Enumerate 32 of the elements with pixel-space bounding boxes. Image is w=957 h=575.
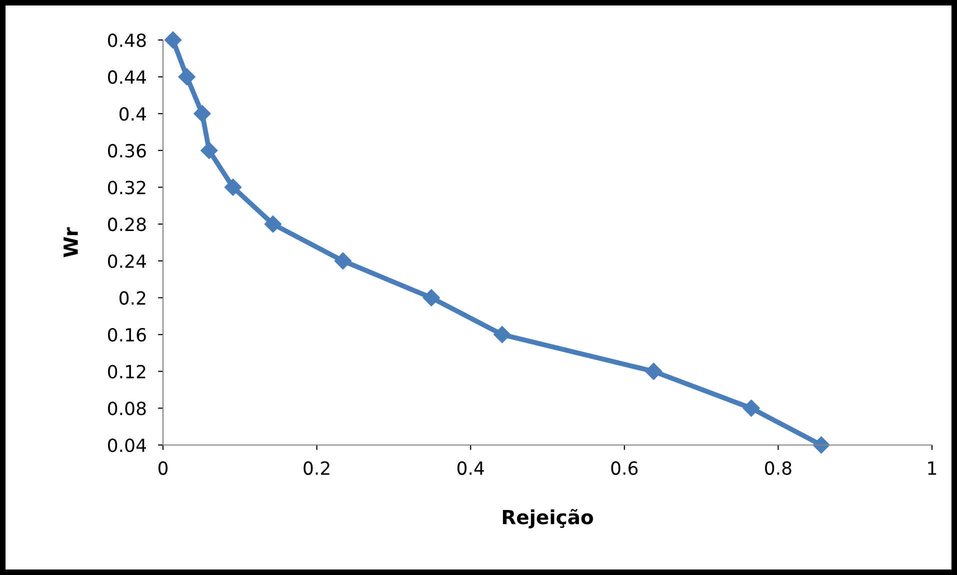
x-tick-label: 0.2 xyxy=(304,461,330,475)
y-tick-label: 0.48 xyxy=(108,33,146,48)
point xyxy=(224,178,242,196)
point xyxy=(645,362,662,380)
point xyxy=(812,436,830,454)
point xyxy=(334,252,352,270)
x-tick-label: 0.6 xyxy=(611,461,638,475)
point xyxy=(494,326,511,344)
y-tick-label: 0.16 xyxy=(108,328,146,342)
x-tick-label: 0.8 xyxy=(765,461,792,475)
x-tick-label: 1 xyxy=(928,462,936,475)
y-tick-label: 0.4 xyxy=(120,107,146,121)
y-axis-title: Wr xyxy=(64,227,78,258)
point xyxy=(264,216,282,233)
point xyxy=(422,289,440,306)
y-tick-label: 0.2 xyxy=(120,291,146,305)
x-tick-label: 0.4 xyxy=(457,461,484,475)
point xyxy=(164,31,182,49)
y-tick-label: 0.36 xyxy=(108,144,146,158)
x-axis-title: Rejeição xyxy=(502,509,594,528)
point xyxy=(194,105,211,122)
x-tick-label: 0 xyxy=(158,461,168,475)
y-tick-label: 0.12 xyxy=(108,364,146,378)
y-tick-label: 0.32 xyxy=(108,180,146,194)
y-tick-label: 0.08 xyxy=(108,402,146,416)
y-tick-label: 0.28 xyxy=(108,218,146,232)
point xyxy=(742,400,760,417)
point xyxy=(178,68,196,86)
y-tick-label: 0.24 xyxy=(108,254,146,268)
y-tick-label: 0.44 xyxy=(108,70,146,84)
y-tick-label: 0.04 xyxy=(108,438,146,452)
point xyxy=(200,142,218,160)
